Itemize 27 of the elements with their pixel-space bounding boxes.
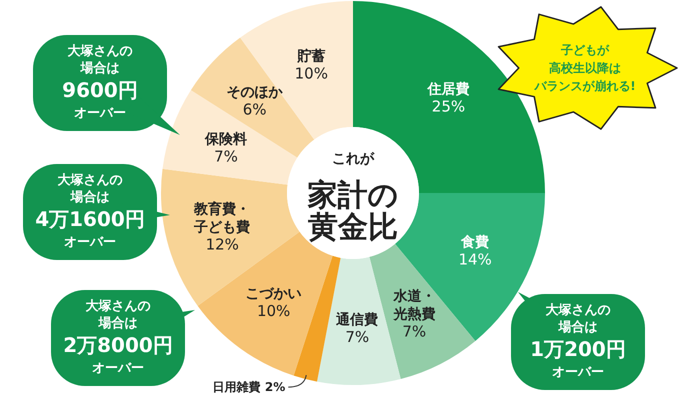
data-label: 10% [294,64,328,83]
donut-slice [395,193,545,341]
data-label: 25% [432,98,466,116]
slice-label: 住居費 [426,82,470,98]
data-label: 7% [214,147,238,166]
slice-label: こづかい [246,286,302,302]
text: 子どもが高校生以降はバランスが崩れる! [533,43,636,93]
text: 大塚さんの場合は2万8000円オーバー [63,299,173,376]
slice-label: 通信費 [335,310,378,328]
text: 大塚さんの場合は1万200円オーバー [530,303,626,380]
slice-label: 水道・光熱費 [392,288,436,322]
data-label: 12% [206,236,239,254]
slice-label: そのほか [226,84,284,101]
slice-label: 教育費・子ども費 [193,200,250,236]
slice-label: 食費 [460,234,490,250]
slice-label: 保険料 [204,131,247,148]
text: これが家計の黄金比 [308,151,398,245]
data-label: 10% [256,302,290,320]
data-label: 6% [242,100,266,119]
text: 大塚さんの場合は9600円オーバー [62,44,138,121]
data-label: 7% [402,322,426,340]
donut-slice [161,168,300,306]
text: 大塚さんの場合は4万1600円オーバー [35,173,145,250]
data-label: 7% [345,328,370,346]
slice-label: 日用雑費 2% [212,380,286,394]
slice-label: 貯蓄 [296,48,326,65]
data-label: 14% [458,250,492,268]
